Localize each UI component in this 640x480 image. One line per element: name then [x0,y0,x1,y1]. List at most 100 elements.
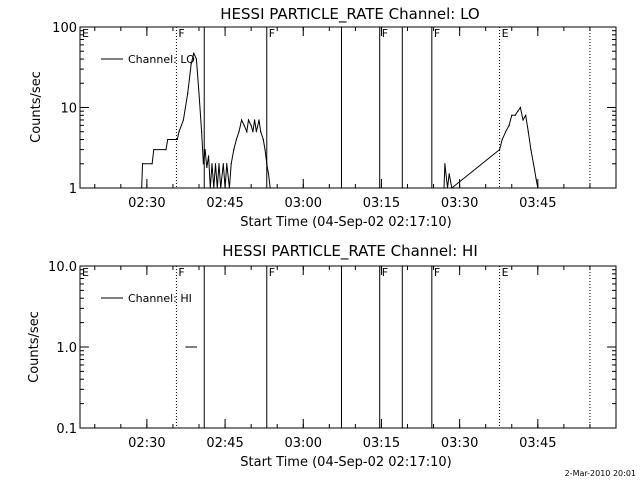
y-tick-label: 1 [69,182,77,197]
y-tick-label: 1.0 [56,341,77,356]
data-point [530,148,532,151]
event-marker-label: E [502,27,509,40]
data-point [235,138,237,141]
data-point [262,138,264,141]
data-point [211,163,213,165]
data-point [151,163,153,165]
data-point [444,163,446,165]
lo-legend-label: Channel: LO [128,53,195,66]
plot-frame [79,26,617,189]
data-point [230,163,232,165]
data-point [198,92,200,94]
data-point [532,163,535,165]
data-point [252,131,254,133]
data-point [202,163,204,165]
data-point [220,187,222,189]
data-point [233,148,235,151]
event-marker-label: F [269,266,275,279]
data-point [451,187,453,189]
x-tick-label: 03:15 [363,196,400,211]
render-timestamp: 2-Mar-2010 20:01 [565,469,636,478]
data-point [254,119,256,121]
data-point [214,163,217,165]
data-point [195,58,198,60]
data-point [218,163,220,165]
data-point [527,131,529,133]
data-point [250,124,252,126]
data-point [267,173,270,175]
data-point [260,131,262,133]
data-point [193,52,195,54]
data-point [216,187,218,189]
data-point [511,114,513,116]
x-tick-label: 02:30 [128,196,165,211]
data-point [535,178,537,180]
x-tick-label: 03:45 [519,436,556,451]
data-point [498,148,501,151]
data-point [178,131,180,133]
data-point [446,187,449,189]
data-point [443,187,445,189]
event-marker-label: F [434,266,440,279]
data-point [141,187,143,189]
data-point [190,63,192,65]
data-point [243,124,245,126]
x-tick-label: 03:30 [441,196,478,211]
x-tick-label: 02:45 [206,196,243,211]
y-tick-label: 100 [52,21,77,36]
lo-channel-panel: HESSI PARTICLE_RATE Channel: LO Counts/s… [29,5,617,230]
data-point [201,131,203,133]
data-point [247,119,250,121]
data-point [213,187,215,189]
hi-legend-label: Channel: HI [128,292,192,305]
data-point [207,155,210,157]
data-point [153,148,155,151]
data-point [508,124,510,126]
data-point [522,119,524,121]
lo-chart-xlabel: Start Time (04-Sep-02 02:17:10) [240,215,451,230]
data-point [228,187,231,189]
data-point [501,138,503,141]
hi-chart-xlabel: Start Time (04-Sep-02 02:17:10) [240,455,451,470]
data-point [537,187,539,189]
data-point [195,346,198,348]
data-point [448,173,450,175]
y-tick-label: 10.0 [48,260,77,275]
x-tick-label: 03:15 [363,436,400,451]
x-tick-label: 02:45 [206,436,243,451]
y-tick-label: 10 [60,102,77,117]
x-tick-label: 03:00 [285,436,322,451]
data-point [206,166,208,169]
x-tick-label: 02:30 [128,436,165,451]
data-point [176,138,178,141]
event-marker-label: F [434,27,440,40]
event-marker-label: E [502,266,509,279]
event-marker-label: F [382,266,388,279]
data-point [204,148,206,151]
data-point [224,187,226,189]
data-point [258,119,260,121]
event-marker-label: E [82,27,89,40]
data-point [187,92,189,94]
data-point [182,119,184,121]
plot-frame [79,265,617,429]
data-point [514,114,516,116]
hi-chart-title: HESSI PARTICLE_RATE Channel: HI [222,242,478,261]
data-point [209,187,211,189]
data-point [517,110,519,112]
event-marker-label: F [178,27,184,40]
x-tick-label: 03:30 [441,436,478,451]
lo-chart-title: HESSI PARTICLE_RATE Channel: LO [220,5,479,24]
data-point [525,114,527,116]
series-line [141,51,539,189]
data-point [269,187,271,189]
hi-chart-ylabel: Counts/sec [27,311,42,383]
data-point [264,148,266,151]
data-point [240,119,243,121]
data-point [165,148,167,151]
data-point [167,138,169,141]
data-point [505,131,507,133]
x-tick-label: 03:00 [285,196,322,211]
data-point [226,163,228,165]
